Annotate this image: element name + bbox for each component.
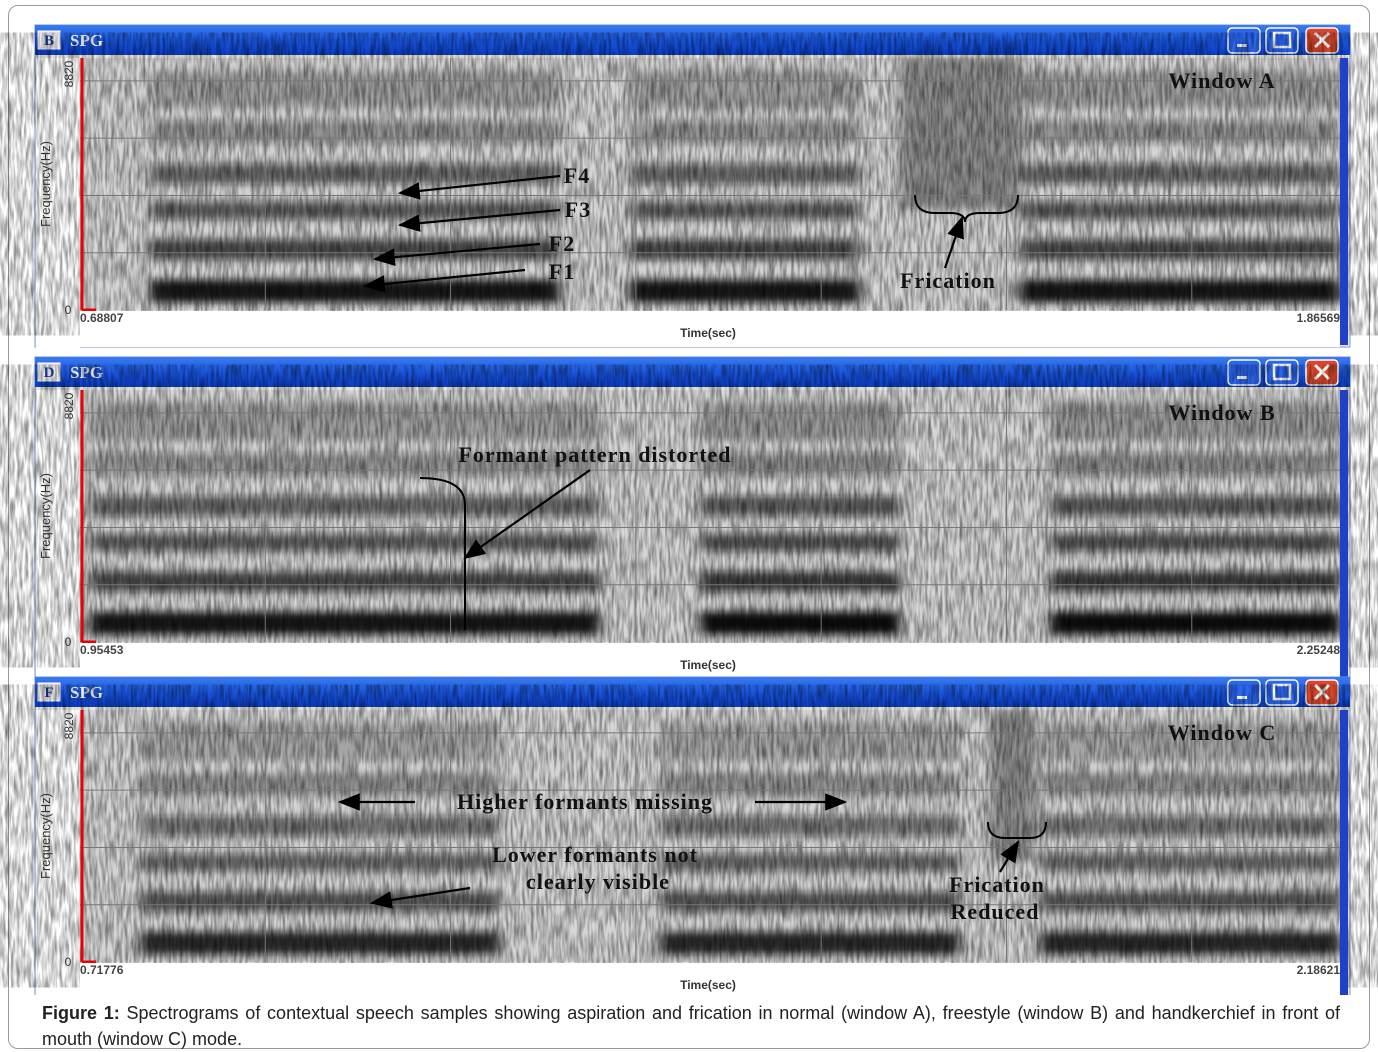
bracket [914,194,1019,223]
annotation: Reduced [951,899,1040,924]
badge: F [44,685,53,701]
max-icon [1272,683,1292,701]
y-axis-label: Frequency(Hz) [38,141,53,227]
x-panel [80,963,1340,995]
window: D SPG 8820 0 Frequency(Hz) 0.95453 2.25248 Time… [34,356,1351,682]
window-title: SPG [70,31,103,50]
close-icon [1313,363,1331,381]
annotation: F4 [564,163,590,188]
arrow [362,268,526,293]
arrow [463,469,591,560]
close-icon [1313,683,1331,701]
min-button[interactable] [1227,359,1261,386]
bracket [419,477,466,630]
caption: Figure 1: Spectrograms of contextual spe… [42,1000,1340,1052]
annotation: Frication [900,268,996,293]
window-name: Window B [1168,400,1275,425]
y-min-label: 0 [65,635,72,649]
spectrogram-noise [80,390,1340,642]
window: F SPG 8820 0 Frequency(Hz) 0.71776 2.18621 Time… [34,676,1351,995]
max-icon [1272,363,1292,381]
window-title: SPG [70,683,103,702]
min-button[interactable] [1227,679,1261,706]
arrow [999,840,1020,873]
y-max-label: 8820 [62,60,76,87]
x-axis-label: Time(sec) [680,658,736,672]
caption-text: Spectrograms of contextual speech sample… [42,1003,1340,1049]
close-icon [1313,31,1331,49]
arrow [397,208,561,232]
annotation: F3 [565,197,591,222]
y-max-label: 8820 [62,712,76,739]
annotation: Lower formants not [492,842,698,867]
arrow [943,215,964,269]
x-axis-label: Time(sec) [680,326,736,340]
badge-box [37,30,61,50]
x-panel [80,643,1340,679]
arrow [397,174,561,200]
max-icon [1272,31,1292,49]
y-panel [36,710,80,995]
y-axis-label: Frequency(Hz) [38,793,53,879]
window-name: Window C [1168,720,1276,745]
x-start-label: 0.71776 [80,963,124,977]
min-icon [1237,376,1247,379]
title-bar [35,357,1350,387]
arrow [372,242,541,266]
annotation: Higher formants missing [457,789,713,814]
window-title: SPG [70,363,103,382]
x-start-label: 0.68807 [80,311,124,325]
badge: D [44,365,55,381]
title-bar [35,677,1350,707]
min-button[interactable] [1227,27,1261,54]
annotation: Formant pattern distorted [458,442,731,467]
min-icon [1237,696,1247,699]
right-bar [1340,390,1348,677]
bracket [987,821,1047,839]
window-name: Window A [1168,68,1275,93]
y-min-label: 0 [65,303,72,317]
y-min-label: 0 [65,955,72,969]
y-panel [36,390,80,682]
x-end-label: 2.18621 [1297,963,1341,977]
x-axis-label: Time(sec) [680,978,736,992]
min-icon [1237,44,1247,47]
spectrogram-noise [80,58,1340,310]
y-max-label: 8820 [62,392,76,419]
spectrogram-noise [80,710,1340,962]
window: B SPG 8820 0 Frequency(Hz) 0.68807 1.86569 Time… [34,24,1351,350]
badge-box [37,682,61,702]
right-bar [1340,710,1348,995]
caption-label: Figure 1: [42,1003,120,1023]
title-bar [35,25,1350,55]
badge: B [44,33,54,49]
x-end-label: 1.86569 [1297,311,1341,325]
figure-frame [8,5,1370,1049]
y-axis-label: Frequency(Hz) [38,473,53,559]
x-start-label: 0.95453 [80,643,124,657]
annotation: Frication [949,872,1045,897]
right-bar [1340,58,1348,345]
badge-box [37,362,61,382]
annotation: F1 [549,259,575,284]
annotation: F2 [549,231,575,256]
x-panel [80,311,1340,347]
arrow [369,886,471,909]
y-panel [36,58,80,350]
annotation: clearly visible [526,869,670,894]
x-end-label: 2.25248 [1297,643,1341,657]
figure: B SPG 8820 0 Frequency(Hz) 0.68807 1.86569 Time… [34,24,1351,995]
